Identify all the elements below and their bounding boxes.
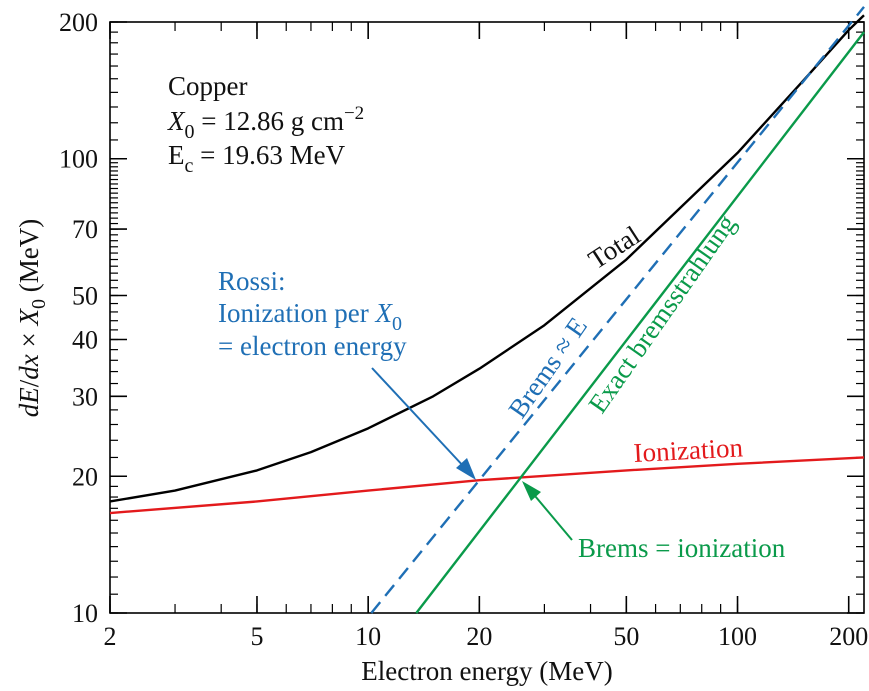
series-line-ionization: [109, 456, 865, 515]
y-tick-label: 30: [72, 382, 98, 411]
y-tick-label: 70: [72, 215, 98, 244]
material-label: Copper: [168, 71, 247, 101]
x-tick-label: 2: [104, 622, 117, 651]
tick-marks: [109, 21, 864, 614]
series-line-total: [109, 14, 865, 503]
plot-frame: [109, 21, 865, 614]
y-tick-label: 200: [59, 8, 98, 37]
rossi-arrow-head: [456, 458, 476, 480]
y-axis-title: dE/dx × X0 (MeV): [14, 219, 50, 417]
rossi-line1: Rossi:: [218, 266, 286, 296]
rossi-arrow-shaft: [371, 367, 467, 470]
x-tick-label: 50: [613, 622, 639, 651]
label-total: Total: [583, 220, 646, 275]
x-tick-label: 100: [718, 622, 757, 651]
y-tick-label: 20: [72, 462, 98, 491]
tick-labels: 2 5 10 20 50 100 200 10 20 30 40 50 70 100 200: [59, 8, 868, 651]
x-tick-label: 200: [829, 622, 868, 651]
brems-equal-label: Brems = ionization: [578, 533, 786, 563]
series-group: [109, 6, 865, 614]
y-tick-label: 100: [59, 145, 98, 174]
label-brems-approx: Brems ≈ E: [502, 312, 593, 424]
radiation-length-label: X0 = 12.86 g cm−2: [167, 103, 364, 143]
series-line-exact_brems: [415, 31, 865, 614]
rossi-line2: Ionization per X0: [218, 298, 402, 335]
brems-equal-arrow: [522, 481, 573, 541]
x-tick-label: 5: [250, 622, 263, 651]
y-tick-label: 50: [72, 281, 98, 310]
x-tick-label: 10: [355, 622, 381, 651]
x-axis-title: Electron energy (MeV): [361, 656, 612, 686]
rossi-annotation: Rossi: Ionization per X0 = electron ener…: [218, 266, 407, 361]
x-tick-label: 20: [466, 622, 492, 651]
y-tick-label: 40: [72, 326, 98, 355]
series-line-brems_approx: [370, 6, 865, 614]
critical-energy-label: Ec = 19.63 MeV: [168, 140, 346, 177]
rossi-line3: = electron energy: [218, 331, 407, 361]
brems-equal-arrow-shaft: [529, 489, 573, 541]
material-info: Copper X0 = 12.86 g cm−2 Ec = 19.63 MeV: [167, 71, 364, 177]
brems-equal-arrow-head: [522, 481, 541, 501]
rossi-arrow: [371, 367, 476, 480]
label-ionization: Ionization: [633, 432, 744, 468]
y-tick-label: 10: [72, 599, 98, 628]
